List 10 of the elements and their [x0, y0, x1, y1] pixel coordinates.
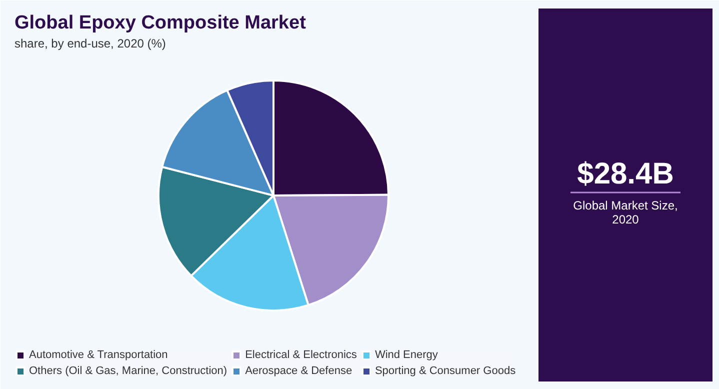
legend-label: Automotive & Transportation: [29, 349, 168, 361]
legend-label: Wind Energy: [374, 349, 438, 361]
legend-label: Aerospace & Defense: [245, 365, 352, 377]
legend-label: Electrical & Electronics: [245, 349, 357, 361]
chart-title: Global Epoxy Composite Market: [14, 12, 307, 34]
text: Global Market Size, 2020: [573, 198, 678, 226]
legend-label: Sporting & Consumer Goods: [374, 365, 516, 377]
text: $28.4B: [577, 158, 674, 190]
legend-label: Others (Oil & Gas, Marine, Construction): [29, 365, 228, 377]
chart-subtitle: share, by end-use, 2020 (%): [14, 36, 166, 50]
